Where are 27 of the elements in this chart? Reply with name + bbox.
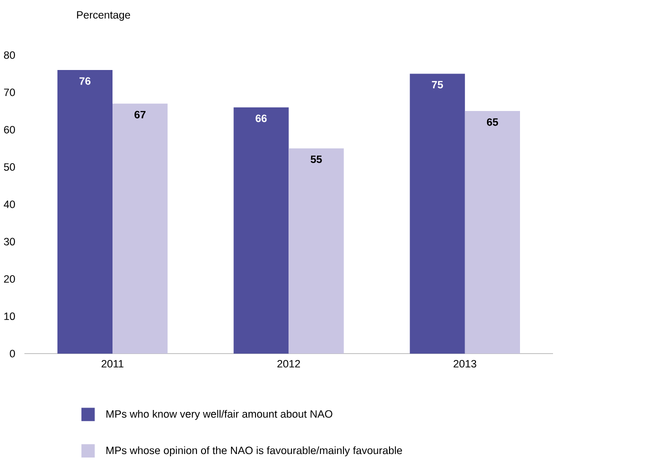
data-label: 76 [80, 77, 90, 85]
data-label: 66 [256, 114, 267, 122]
legend-label: MPs who know very well/fair amount about NAO [106, 410, 332, 420]
y-axis-title: Percentage [77, 11, 130, 21]
y-tick-label: 10 [4, 312, 15, 320]
y-tick-label: 70 [4, 88, 15, 96]
y-tick-label: 0 [10, 350, 15, 358]
y-tick-label: 50 [4, 163, 15, 171]
data-label: 67 [134, 110, 146, 118]
y-tick-label: 20 [4, 275, 15, 283]
legend-label: MPs whose opinion of the NAO is favourable/mainly favourable [106, 446, 402, 456]
bar [57, 70, 113, 354]
bar [410, 74, 465, 354]
x-tick-label: 2012 [277, 360, 300, 368]
bar [464, 111, 520, 354]
y-tick-label: 30 [4, 238, 15, 246]
x-tick-label: 2013 [454, 360, 476, 368]
data-label: 55 [310, 156, 322, 164]
x-tick-label: 2011 [102, 360, 124, 368]
y-tick-label: 60 [4, 126, 15, 134]
data-label: 65 [486, 118, 498, 126]
y-tick-label: 40 [4, 200, 15, 208]
y-tick-label: 80 [4, 51, 15, 59]
bar [288, 148, 344, 354]
bar [112, 104, 168, 354]
data-label: 75 [432, 81, 443, 88]
bar [234, 107, 289, 354]
